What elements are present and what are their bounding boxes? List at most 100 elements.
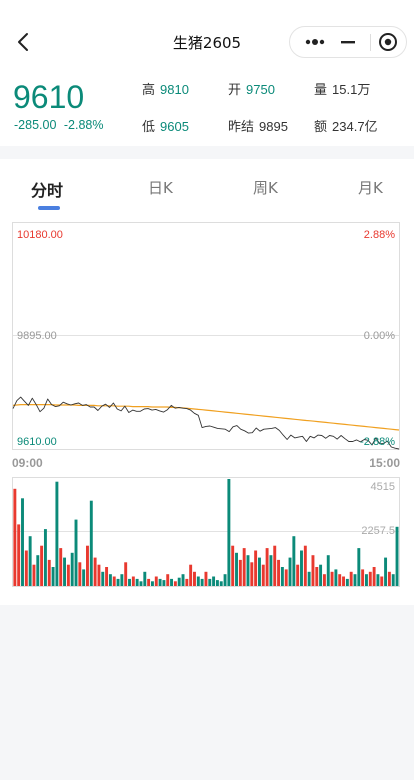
volume-bar	[200, 578, 204, 586]
volume-bar	[277, 559, 281, 586]
volume-bar	[93, 557, 97, 586]
pct-axis-bottom: -2.88%	[360, 436, 395, 448]
volume-bar	[319, 564, 323, 586]
price-chart-frame	[12, 222, 400, 450]
volume-bar	[315, 567, 319, 586]
volume-chart-frame	[12, 477, 400, 587]
volume-bar	[59, 548, 63, 586]
tab-weekly-k[interactable]: 周K	[253, 179, 278, 197]
volume-bar	[208, 578, 212, 586]
volume-bar	[353, 574, 357, 586]
volume-bar	[185, 578, 189, 586]
tab-active-indicator	[38, 206, 60, 210]
volume-bar	[242, 548, 246, 586]
volume-bar	[154, 576, 158, 586]
volume-bar	[89, 500, 93, 586]
volume-bar	[342, 576, 345, 586]
stat-label: 开	[228, 83, 242, 98]
stat-value: 234.7亿	[332, 119, 378, 134]
volume-bar	[223, 574, 227, 586]
mini-program-capsule	[289, 26, 407, 58]
volume-bar	[311, 555, 315, 586]
pct-axis-top: 2.88%	[364, 229, 395, 241]
volume-bar	[372, 567, 376, 586]
volume-bar	[108, 574, 112, 586]
volume-bar	[284, 569, 288, 586]
volume-bar	[63, 557, 66, 586]
volume-bar	[292, 536, 296, 586]
intraday-chart[interactable]: 10180.00 2.88% 9895.00 0.00% 9610.00 -2.…	[0, 159, 414, 605]
volume-bar	[365, 574, 368, 586]
tab-intraday[interactable]: 分时	[31, 181, 64, 200]
volume-bar	[43, 529, 47, 586]
volume-bar	[196, 576, 200, 586]
volume-bar	[387, 571, 391, 586]
volume-bar	[204, 571, 208, 586]
stat-low: 低 9605	[142, 116, 189, 135]
volume-bar	[13, 488, 17, 586]
volume-bar	[173, 581, 177, 586]
volume-bar	[395, 526, 399, 586]
volume-bar	[357, 548, 361, 586]
volume-bar	[120, 574, 124, 586]
volume-bar	[384, 557, 388, 586]
price-line	[12, 396, 400, 450]
volume-bar	[177, 577, 181, 586]
volume-bar	[257, 557, 261, 586]
volume-bar	[21, 498, 24, 586]
volume-bar	[70, 552, 74, 586]
stat-value: 9895	[259, 119, 288, 134]
volume-bar	[101, 571, 105, 586]
price-axis-bottom: 9610.00	[17, 436, 57, 448]
volume-bar	[51, 567, 55, 586]
volume-bar	[170, 578, 174, 586]
volume-bar	[131, 576, 135, 586]
volume-bar	[391, 574, 395, 586]
stat-prev-settle: 昨结 9895	[228, 116, 288, 135]
volume-bar	[28, 536, 32, 586]
volume-bar	[273, 545, 277, 586]
volume-bar	[24, 550, 28, 586]
volume-bar	[36, 555, 40, 586]
more-dots-icon[interactable]	[298, 31, 332, 53]
stat-high: 高 9810	[142, 79, 189, 98]
volume-bar	[212, 576, 216, 586]
close-target-icon[interactable]	[374, 31, 402, 53]
back-arrow-icon[interactable]	[14, 30, 36, 54]
volume-bar	[269, 555, 273, 586]
average-price-line	[12, 404, 400, 431]
volume-bar	[349, 571, 353, 586]
volume-bar	[139, 581, 143, 586]
volume-axis-mid: 2257.5	[361, 525, 395, 537]
price-change: -285.00 -2.88%	[14, 118, 104, 132]
price-lines	[12, 396, 400, 450]
minimize-icon[interactable]	[336, 31, 362, 53]
volume-bar	[166, 574, 170, 586]
volume-bar	[55, 481, 59, 586]
stat-label: 低	[142, 120, 156, 135]
tab-monthly-k[interactable]: 月K	[358, 179, 383, 197]
volume-bar	[189, 564, 193, 586]
pct-axis-mid: 0.00%	[364, 330, 395, 342]
stat-turnover: 额 234.7亿	[314, 116, 378, 135]
stat-volume: 量 15.1万	[314, 79, 370, 98]
volume-bars	[13, 479, 399, 586]
volume-bar	[124, 562, 128, 586]
tab-daily-k[interactable]: 日K	[148, 179, 173, 197]
volume-bar	[32, 564, 36, 586]
volume-bar	[368, 571, 372, 586]
x-axis-end: 15:00	[369, 456, 400, 470]
volume-bar	[74, 519, 78, 586]
volume-bar	[265, 548, 269, 586]
volume-bar	[47, 559, 51, 586]
volume-bar	[116, 578, 120, 586]
last-price: 9610	[13, 79, 85, 115]
volume-bar	[330, 571, 334, 586]
capsule-divider	[370, 34, 371, 51]
volume-bar	[181, 574, 185, 586]
volume-bar	[40, 545, 44, 586]
volume-bar	[303, 545, 307, 586]
volume-bar	[86, 545, 89, 586]
volume-bar	[288, 557, 292, 586]
change-value: -285.00	[14, 118, 57, 132]
